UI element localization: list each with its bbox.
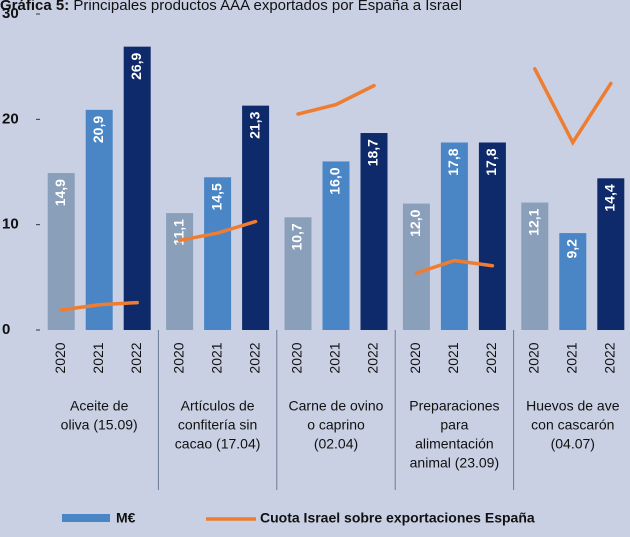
bar [559,233,587,330]
x-tick-label: 2020 [52,342,68,373]
group-label: alimentación [415,436,494,452]
group-label: para [440,417,468,433]
group-label: Artículos de [181,398,255,414]
group-label: Carne de ovino [289,398,384,414]
x-tick-label: 2022 [246,342,262,373]
value-label: 20,9 [90,116,106,143]
value-label: 17,8 [445,148,461,175]
share-line [533,67,613,147]
x-tick-label: 2022 [365,342,381,373]
x-tick-label: 2020 [170,342,186,373]
legend-label: Cuota Israel sobre exportaciones España [260,510,535,526]
x-tick-label: 2022 [602,342,618,373]
group-label: (04.07) [551,436,595,452]
value-label: 16,0 [327,167,343,194]
share-line [59,300,139,312]
x-tick-label: 2020 [289,342,305,373]
bar [47,173,75,330]
group-label: confitería sin [178,417,257,433]
group-label: (02.04) [314,436,358,452]
bar [123,46,151,331]
title-text: Principales productos AAA exportados por… [73,0,462,14]
value-label: 26,9 [128,52,144,79]
bar [242,105,270,330]
value-label: 12,0 [407,209,423,236]
value-label: 14,4 [602,184,618,211]
legend-bar-swatch [62,514,110,522]
value-label: 10,7 [289,223,305,250]
legend-label: M€ [116,510,136,526]
value-label: 12,1 [526,208,542,235]
value-label: 21,3 [246,111,262,138]
bar [166,213,194,330]
bar [322,161,350,330]
x-tick-label: 2021 [564,342,580,373]
x-tick-label: 2021 [327,342,343,373]
share-line [414,258,495,275]
bar [85,109,113,330]
group-label: Preparaciones [409,398,499,414]
x-tick-label: 2021 [445,342,461,373]
bar [597,178,625,330]
x-tick-label: 2021 [208,342,224,373]
bar [402,203,430,330]
x-tick-label: 2022 [128,342,144,373]
title-bold: Gráfica 5: [0,0,69,14]
x-tick-label: 2022 [483,342,499,373]
bar [521,202,549,330]
y-tick-label: 30 [2,5,19,22]
bar [478,142,506,330]
group-label: con cascarón [531,417,614,433]
group-label: o caprino [307,417,365,433]
bar [284,217,312,330]
share-line [177,219,258,243]
bar [204,177,232,330]
group-label: animal (23.09) [410,455,500,471]
x-tick-label: 2020 [407,342,423,373]
bar [440,142,468,330]
bar [360,133,388,330]
chart-title: Gráfica 5: Principales productos AAA exp… [0,0,462,14]
y-tick-label: 10 [2,216,19,233]
x-tick-label: 2021 [90,342,106,373]
x-tick-label: 2020 [526,342,542,373]
y-tick-label: 0 [2,321,10,338]
share-line [296,83,376,116]
value-label: 14,9 [52,179,68,206]
group-label: cacao (17.04) [175,436,261,452]
value-label: 17,8 [483,148,499,175]
value-label: 14,5 [208,183,224,210]
group-label: oliva (15.09) [61,417,138,433]
group-label: Huevos de ave [526,398,620,414]
value-label: 9,2 [564,239,580,259]
y-tick-label: 20 [2,110,19,127]
value-label: 18,7 [365,139,381,166]
group-label: Aceite de [70,398,129,414]
